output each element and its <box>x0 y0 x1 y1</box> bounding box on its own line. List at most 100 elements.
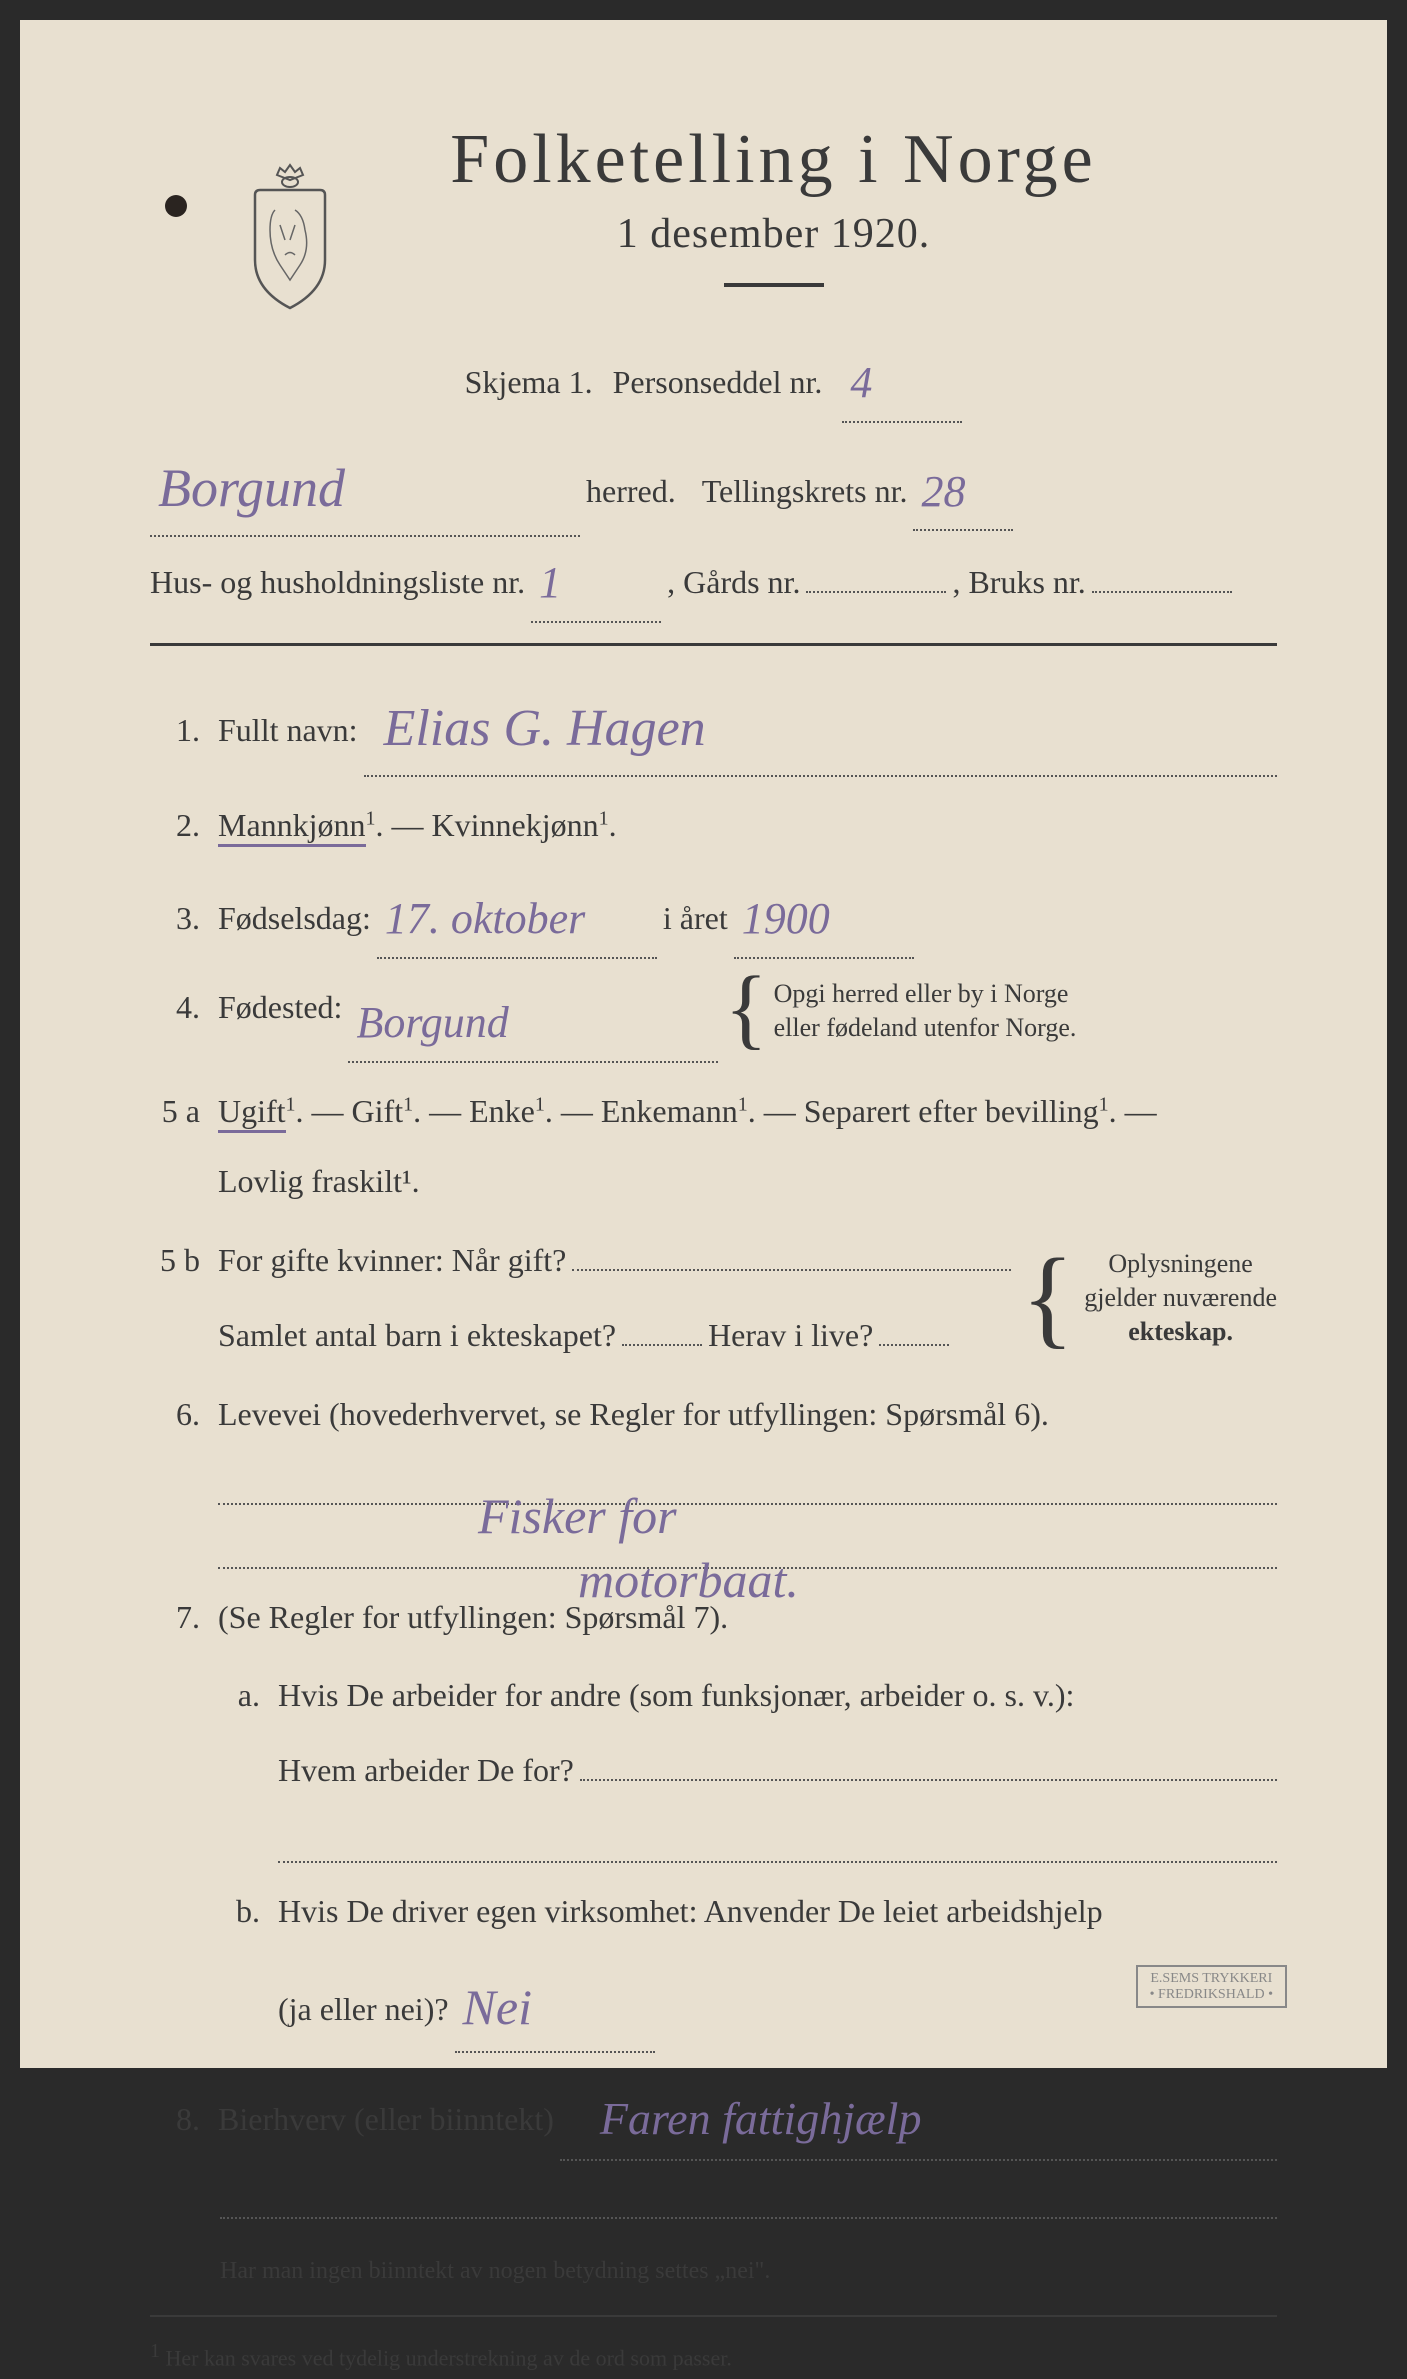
question-1: 1. Fullt navn: Elias G. Hagen <box>150 676 1277 777</box>
q4-field: Borgund <box>348 977 718 1063</box>
husliste-field: 1 <box>531 537 661 623</box>
form-title: Folketelling i Norge <box>270 120 1277 200</box>
q5b-l1: For gifte kvinner: Når gift? <box>218 1230 566 1291</box>
q7b-l1: Hvis De driver egen virksomhet: Anvender… <box>278 1881 1277 1942</box>
question-6: 6. Levevei (hovederhvervet, se Regler fo… <box>150 1384 1277 1569</box>
question-7b: b. Hvis De driver egen virksomhet: Anven… <box>150 1881 1277 2053</box>
footer-divider <box>150 2315 1277 2317</box>
q6-field-2: motorbaat. <box>218 1529 1277 1569</box>
tellingskrets-value: 28 <box>921 467 965 516</box>
bruks-field <box>1092 591 1232 593</box>
q2-num: 2. <box>150 795 200 856</box>
footnote-text: Her kan svares ved tydelig understreknin… <box>166 2345 732 2370</box>
gards-label: , Gårds nr. <box>667 552 800 613</box>
question-5b: 5 b For gifte kvinner: Når gift? Samlet … <box>150 1230 1277 1366</box>
q5a-num: 5 a <box>150 1081 200 1142</box>
question-8: 8. Bierhverv (eller biinntekt) Faren fat… <box>150 2071 1277 2160</box>
q4-note-l1: Opgi herred eller by i Norge <box>774 979 1069 1008</box>
crest-svg <box>235 160 345 310</box>
skjema-label: Skjema 1. <box>465 352 593 413</box>
q8-value: Faren fattighjælp <box>600 2093 922 2144</box>
q6-field-1: Fisker for <box>218 1465 1277 1505</box>
q4-note-l2: eller fødeland utenfor Norge. <box>774 1013 1077 1042</box>
q3-year-field: 1900 <box>734 873 914 959</box>
q4-value: Borgund <box>356 998 508 1047</box>
main-divider <box>150 643 1277 646</box>
q5a-line2: Lovlig fraskilt¹. <box>218 1151 1277 1212</box>
q7b-num: b. <box>210 1881 260 1942</box>
q4-note: Opgi herred eller by i Norge eller fødel… <box>774 977 1077 1045</box>
herred-row: Borgund herred. Tellingskrets nr. 28 <box>150 433 1277 538</box>
q5b-gift-field <box>572 1233 1011 1271</box>
q7a-l2: Hvem arbeider De for? <box>278 1740 574 1801</box>
q8-field-2 <box>220 2181 1277 2219</box>
question-7a: a. Hvis De arbeider for andre (som funks… <box>150 1665 1277 1863</box>
q8-field: Faren fattighjælp <box>560 2071 1277 2160</box>
q5b-l2b: Herav i live? <box>708 1305 873 1366</box>
skjema-row: Skjema 1. Personseddel nr. 4 <box>150 337 1277 423</box>
q5b-l2a: Samlet antal barn i ekteskapet? <box>218 1305 616 1366</box>
brace-icon: { <box>1021 1259 1074 1336</box>
q3-day-value: 17. oktober <box>385 894 585 943</box>
q1-num: 1. <box>150 700 200 761</box>
q2-end: . <box>609 807 617 843</box>
q5b-num: 5 b <box>150 1230 200 1291</box>
q8-num: 8. <box>150 2089 200 2150</box>
tellingskrets-label: Tellingskrets nr. <box>702 461 908 522</box>
personseddel-field: 4 <box>842 337 962 423</box>
q7-num: 7. <box>150 1587 200 1648</box>
q5b-note-l3: ekteskap. <box>1128 1317 1233 1346</box>
q3-label: Fødselsdag: <box>218 888 371 949</box>
footnote-marker: 1 <box>150 2340 160 2362</box>
husliste-value: 1 <box>539 558 561 607</box>
q5a-underlined: Ugift <box>218 1093 286 1133</box>
q7a-field-2 <box>278 1825 1277 1863</box>
q5b-barn-field <box>622 1344 702 1346</box>
q2-sep: . — <box>376 807 424 843</box>
tellingskrets-field: 28 <box>913 446 1013 532</box>
question-2: 2. Mannkjønn1. — Kvinnekjønn1. <box>150 795 1277 856</box>
ink-blot <box>165 195 187 217</box>
husliste-row: Hus- og husholdningsliste nr. 1 , Gårds … <box>150 537 1277 623</box>
q5b-live-field <box>879 1344 949 1346</box>
question-4: 4. Fødested: Borgund { Opgi herred eller… <box>150 977 1277 1063</box>
footer-note-1: Har man ingen biinntekt av nogen betydni… <box>220 2249 1277 2295</box>
norwegian-coat-of-arms-icon <box>235 160 345 310</box>
question-3: 3. Fødselsdag: 17. oktober i året 1900 <box>150 873 1277 959</box>
form-header: Folketelling i Norge 1 desember 1920. <box>270 120 1277 287</box>
q7b-field: Nei <box>455 1956 655 2053</box>
stamp-l1: E.SEMS TRYKKERI <box>1150 1971 1273 1986</box>
q2-mann: Mannkjønn <box>218 807 366 847</box>
footer-note-2: 1 Her kan svares ved tydelig understrekn… <box>150 2332 1277 2379</box>
header-divider <box>724 283 824 287</box>
q1-value: Elias G. Hagen <box>384 700 706 757</box>
husliste-label: Hus- og husholdningsliste nr. <box>150 552 525 613</box>
herred-field: Borgund <box>150 433 580 538</box>
q7b-value: Nei <box>463 1979 532 2035</box>
herred-value: Borgund <box>158 458 345 518</box>
q2-kvinne: Kvinnekjønn <box>432 807 599 843</box>
q6-label: Levevei (hovederhvervet, se Regler for u… <box>218 1396 1049 1432</box>
q3-day-field: 17. oktober <box>377 873 657 959</box>
stamp-l2: • FREDRIKSHALD • <box>1150 1987 1273 2002</box>
form-body: Skjema 1. Personseddel nr. 4 Borgund her… <box>150 337 1277 2379</box>
q3-year-value: 1900 <box>742 894 830 943</box>
bruks-label: , Bruks nr. <box>952 552 1085 613</box>
q7a-l1: Hvis De arbeider for andre (som funksjon… <box>278 1665 1277 1726</box>
q4-num: 4. <box>150 977 200 1038</box>
personseddel-value: 4 <box>850 358 872 407</box>
census-form-page: Folketelling i Norge 1 desember 1920. Sk… <box>20 20 1387 2068</box>
q7b-l2: (ja eller nei)? <box>278 1979 449 2040</box>
q1-field: Elias G. Hagen <box>364 676 1277 777</box>
q5b-note-l2: gjelder nuværende <box>1084 1283 1277 1312</box>
q7a-field <box>580 1743 1277 1781</box>
brace-icon: { <box>724 977 767 1040</box>
q5b-note-l1: Oplysningene <box>1108 1249 1252 1278</box>
q5b-note: Oplysningene gjelder nuværende ekteskap. <box>1084 1247 1277 1348</box>
form-date: 1 desember 1920. <box>270 210 1277 258</box>
herred-label: herred. <box>586 461 676 522</box>
q8-label: Bierhverv (eller biinntekt) <box>218 2089 554 2150</box>
personseddel-label: Personseddel nr. <box>613 352 823 413</box>
printer-stamp: E.SEMS TRYKKERI • FREDRIKSHALD • <box>1136 1965 1287 2008</box>
q3-mid: i året <box>663 888 728 949</box>
